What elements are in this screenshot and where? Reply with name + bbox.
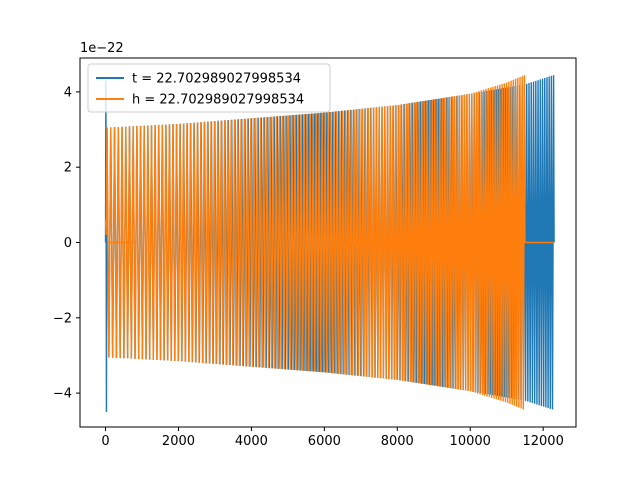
axes: 0 2000 4000 6000 8000 10000 12000 −4 −2 0 2 4 [53,57,577,449]
y-tick-label: −4 [53,387,72,402]
series-line-2 [104,75,555,410]
y-tick-label: 4 [64,85,72,100]
x-tick-label: 8000 [381,434,414,449]
legend-box [87,63,331,113]
y-tick-label: 0 [64,236,72,251]
x-tick-label: 0 [101,434,109,449]
y-offset-label: 1e−22 [80,41,124,56]
plot-area [104,75,555,412]
x-tick-label: 6000 [308,434,341,449]
x-tick-label: 12000 [522,434,563,449]
legend-label-2: h = 22.702989027998534 [132,93,304,108]
legend-label-1: t = 22.702989027998534 [132,72,301,87]
x-tick-label: 2000 [162,434,195,449]
legend: t = 22.702989027998534 h = 22.70298902799… [87,63,331,113]
y-tick-label: −2 [53,311,72,326]
x-tick-label: 4000 [235,434,268,449]
y-tick-label: 2 [64,161,72,176]
x-tick-label: 10000 [450,434,491,449]
